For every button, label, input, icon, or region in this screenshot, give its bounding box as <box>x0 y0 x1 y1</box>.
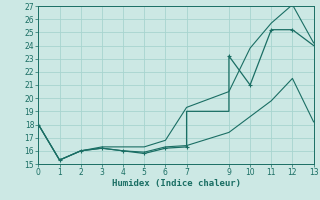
X-axis label: Humidex (Indice chaleur): Humidex (Indice chaleur) <box>111 179 241 188</box>
